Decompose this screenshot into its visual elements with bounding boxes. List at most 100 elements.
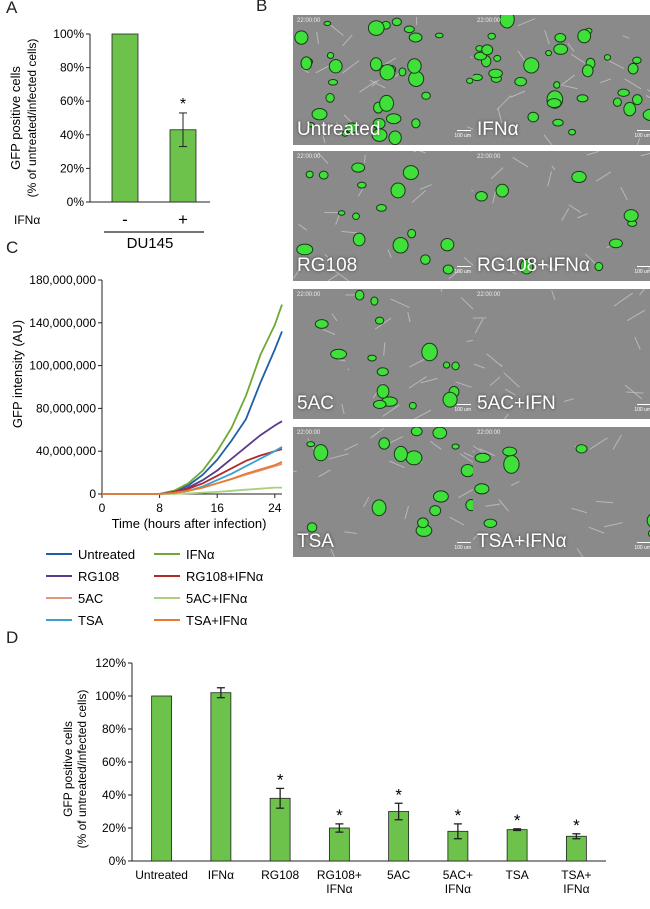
gfp-cell [451,443,460,450]
background-cell [322,329,336,335]
gfp-cell [379,94,395,112]
panel-a-xtick-label: - [122,210,128,229]
micrograph-5ac: 22:00:00 100 um 5AC [293,289,481,419]
background-cell [498,499,510,512]
gfp-cell [379,64,396,81]
background-cell [544,29,550,45]
background-cell [322,134,326,144]
background-cell [327,273,339,281]
background-cell [479,448,495,457]
background-cell [512,157,529,168]
gfp-cell [552,118,564,127]
micrograph-label: RG108+IFNα [477,255,590,276]
background-cell [603,522,623,528]
background-cell [449,516,465,526]
gfp-cell [318,170,329,180]
panel-c-series-line [102,461,283,495]
gfp-cell [442,361,451,369]
panel-c-legend-label: 5AC [78,591,103,606]
panel-d-xtick-label: RG108 [261,868,299,882]
gfp-cell [487,32,496,40]
background-cell [503,372,520,388]
micrograph-label: IFNα [477,119,519,140]
panel-letter-a: A [6,0,18,17]
panel-a-row-label: IFNα [14,213,40,227]
micrograph-label: RG108 [297,255,358,276]
gfp-cell [357,181,367,189]
gfp-cell [374,316,385,325]
panel-d-ytick-label: 0% [109,854,127,868]
micrograph-timestamp: 22:00:00 [297,292,321,298]
background-cell [318,469,331,478]
gfp-cell [493,54,502,62]
micrograph-tsa: 22:00:00 100 um TSA [293,427,481,557]
background-cell [547,264,557,272]
micrograph-cells [473,289,646,419]
background-cell [370,427,384,439]
panel-d-significance-star: * [395,785,402,804]
gfp-cell [326,51,335,60]
gfp-cell [408,32,423,43]
gfp-cell [421,91,431,100]
gfp-cell [306,122,315,128]
panel-d-ytick-label: 120% [95,656,126,670]
gfp-cell [451,361,460,371]
micrograph-cells [293,151,481,281]
panel-d-xtick-label: 5AC+ [443,868,473,882]
micrograph-timestamp: 22:00:00 [297,430,321,436]
background-cell [607,59,625,70]
background-cell [330,548,335,557]
background-cell [589,437,608,450]
panel-c-legend-label: RG108+IFNα [186,569,264,584]
background-cell [567,42,575,52]
panel-a-ytick-label: 40% [60,128,84,142]
panel-a-ytick-label: 60% [60,94,84,108]
background-cell [568,204,582,214]
panel-d-xtick-label: IFNα [563,882,589,896]
gfp-cell [577,29,592,44]
background-cell [316,31,320,45]
gfp-cell [352,212,360,221]
scale-bar-label: 100 um [634,545,650,551]
background-cell [624,78,642,90]
gfp-cell [442,264,454,275]
panel-d-bar [151,695,173,862]
background-cell [363,154,366,163]
background-cell [613,292,634,307]
background-cell [341,230,358,234]
gfp-cell [442,391,458,408]
background-cell [495,260,509,271]
background-cell [503,413,509,419]
panel-c-xtick-label: 24 [268,501,282,515]
scale-bar [457,404,471,405]
background-cell [324,254,329,258]
micrograph-rg108: 22:00:00 100 um RG108 [293,151,481,281]
gfp-cell [398,67,407,77]
panel-c-legend-label: TSA [78,613,104,628]
background-cell [369,79,386,89]
micrograph-cells [473,434,650,557]
panel-d-chart: GFP positive cells (% of untreated/infec… [61,656,606,896]
gfp-cell [371,499,387,517]
gfp-cell [390,182,406,199]
background-cell [626,309,646,322]
gfp-cell [519,258,534,275]
background-cell [298,223,308,231]
micrograph-timestamp: 22:00:00 [477,154,501,160]
background-cell [646,265,650,271]
panel-c-series-line [102,331,283,495]
gfp-cell [367,20,385,36]
background-cell [430,440,442,450]
micrograph-label: 5AC+IFN [477,393,556,414]
gfp-cell [313,444,329,462]
gfp-cell [410,427,423,437]
panel-c-series-line [102,304,283,495]
panel-a-significance-star: * [180,96,186,113]
panel-c-ytick-label: 40,000,000 [36,444,96,458]
background-cell [558,74,576,88]
gfp-cell [523,57,540,74]
background-cell [411,189,427,203]
panel-c-legend-label: Untreated [78,547,135,562]
gfp-cell [514,76,528,87]
background-cell [328,453,349,460]
